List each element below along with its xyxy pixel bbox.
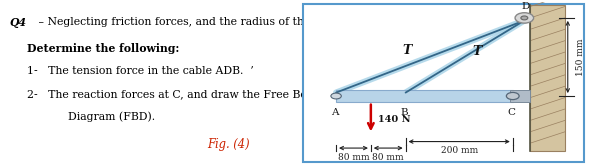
Circle shape: [331, 93, 342, 99]
Text: 1-   The tension force in the cable ADB.  ’: 1- The tension force in the cable ADB. ’: [27, 66, 254, 76]
Text: D: D: [522, 2, 530, 11]
Text: C: C: [507, 108, 515, 117]
Text: 2-   The reaction forces at C, and draw the Free Body: 2- The reaction forces at C, and draw th…: [27, 90, 320, 100]
Text: Q4: Q4: [9, 17, 26, 28]
Circle shape: [515, 13, 534, 23]
Text: Fig. (4): Fig. (4): [207, 138, 249, 151]
Text: – Neglecting friction forces, and the radius of the pulley.: – Neglecting friction forces, and the ra…: [35, 17, 349, 27]
Text: 80 mm: 80 mm: [337, 153, 369, 162]
Text: T: T: [402, 43, 412, 57]
Text: T: T: [472, 45, 481, 58]
Bar: [530, 5, 565, 151]
Bar: [336, 90, 513, 102]
Circle shape: [506, 92, 519, 100]
Text: B: B: [400, 108, 408, 117]
Text: Determine the following:: Determine the following:: [27, 43, 180, 54]
Bar: [510, 90, 530, 102]
Circle shape: [521, 16, 528, 20]
Text: 200 mm: 200 mm: [440, 146, 478, 155]
Text: 80 mm: 80 mm: [372, 153, 404, 162]
Text: 140 N: 140 N: [378, 115, 411, 124]
Text: 150 mm: 150 mm: [576, 38, 586, 76]
Text: Diagram (FBD).: Diagram (FBD).: [47, 111, 155, 122]
Text: A: A: [331, 108, 339, 117]
